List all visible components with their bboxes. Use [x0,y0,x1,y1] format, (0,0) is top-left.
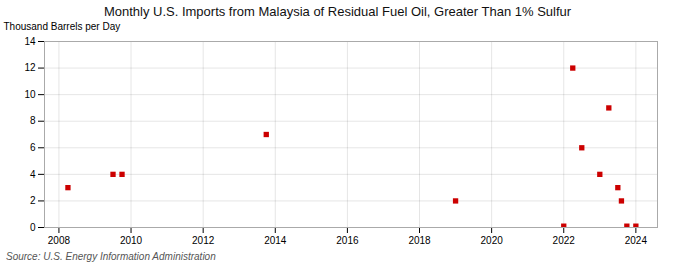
svg-text:2: 2 [30,195,36,206]
svg-text:2024: 2024 [625,235,648,246]
svg-text:2020: 2020 [481,235,504,246]
svg-text:Thousand Barrels per Day: Thousand Barrels per Day [4,21,121,32]
svg-text:2016: 2016 [336,235,359,246]
svg-text:14: 14 [24,36,36,47]
html-text:Monthly U.S. Imports from Mala: Monthly U.S. Imports from Malaysia of Re… [103,4,572,19]
svg-text:2022: 2022 [553,235,576,246]
svg-text:2018: 2018 [408,235,431,246]
svg-text:12: 12 [24,62,36,73]
svg-text:0: 0 [30,222,36,233]
svg-text:2010: 2010 [120,235,143,246]
svg-text:2008: 2008 [48,235,71,246]
svg-text:6: 6 [30,142,36,153]
svg-text:2012: 2012 [192,235,215,246]
svg-text:2014: 2014 [264,235,287,246]
svg-text:8: 8 [30,115,36,126]
svg-text:10: 10 [24,89,36,100]
svg-text:4: 4 [30,169,36,180]
html-text:Source: U.S. Energy Informatio: Source: U.S. Energy Information Administ… [6,251,216,262]
